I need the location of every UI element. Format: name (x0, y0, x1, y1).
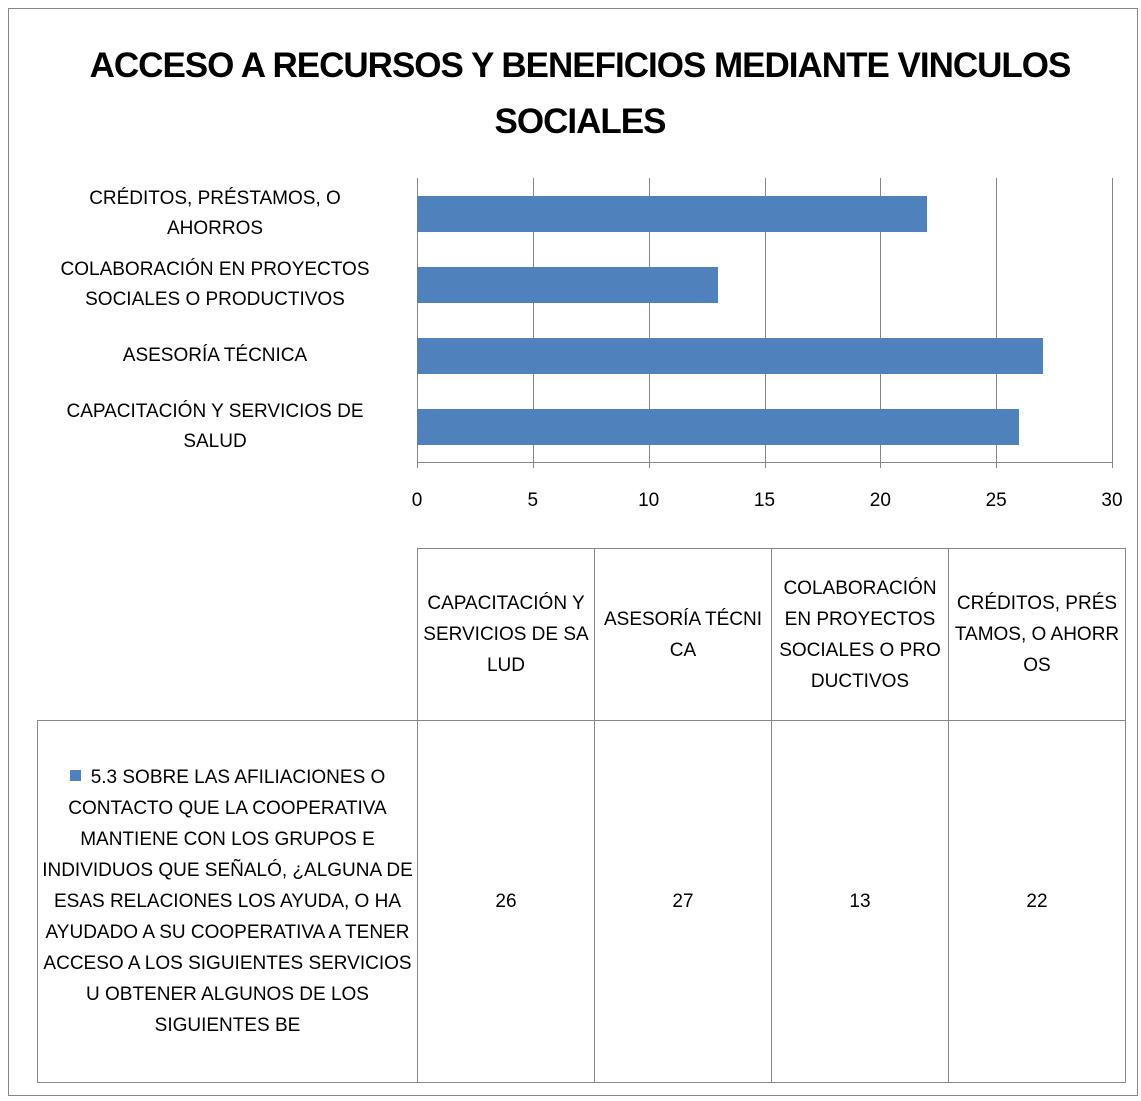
x-tick-label: 15 (753, 490, 776, 511)
table-header-cell: CAPACITACIÓN Y SERVICIOS DE SALUD (417, 548, 595, 721)
chart-frame (8, 8, 1138, 1096)
y-tick-label: ASESORÍA TÉCNICA (122, 344, 308, 366)
table-header-cell: CRÉDITOS, PRÉSTAMOS, O AHORROS (948, 548, 1126, 721)
grid-line (533, 178, 534, 468)
y-tick-label: CRÉDITOS, PRÉSTAMOS, O AHORROS (89, 187, 341, 239)
legend-key (69, 770, 81, 781)
grid-line (649, 178, 650, 468)
table-value-cell: 26 (417, 720, 595, 1083)
grid-line (1112, 178, 1113, 468)
table-header-cell: ASESORÍA TÉCNICA (594, 548, 772, 721)
chart-title: ACCESO A RECURSOS Y BENEFICIOS MEDIANTE … (89, 46, 1072, 141)
bar (417, 408, 1020, 445)
table-value-cell: 22 (948, 720, 1126, 1083)
table-header-cell: COLABORACIÓN EN PROYECTOS SOCIALES O PRO… (771, 548, 949, 721)
table-row-header: 5.3 SOBRE LAS AFILIACIONES O CONTACTO QU… (37, 720, 418, 1083)
series-label: 5.3 SOBRE LAS AFILIACIONES O CONTACTO QU… (42, 762, 413, 1041)
x-tick-label: 20 (869, 490, 891, 511)
grid-line (765, 178, 766, 468)
x-tick-label: 25 (985, 490, 1007, 511)
x-axis-line (417, 462, 1112, 463)
table-value-cell: 13 (771, 720, 949, 1083)
bar (417, 195, 927, 232)
x-tick-label: 30 (1101, 490, 1123, 511)
grid-line (880, 178, 881, 468)
bar (417, 266, 719, 303)
x-tick-label: 10 (638, 490, 660, 511)
bar (417, 337, 1043, 374)
y-tick-label: CAPACITACIÓN Y SERVICIOS DE SALUD (66, 400, 364, 452)
legend-label: 5.3 SOBRE LAS AFILIACIONES O CONTACTO QU… (42, 767, 413, 1036)
y-tick-label: COLABORACIÓN EN PROYECTOS SOCIALES O PRO… (60, 258, 370, 310)
x-tick-label: 5 (527, 490, 539, 511)
table-value-cell: 27 (594, 720, 772, 1083)
grid-line (996, 178, 997, 468)
x-tick-label: 0 (411, 490, 423, 511)
grid-line (417, 178, 418, 468)
